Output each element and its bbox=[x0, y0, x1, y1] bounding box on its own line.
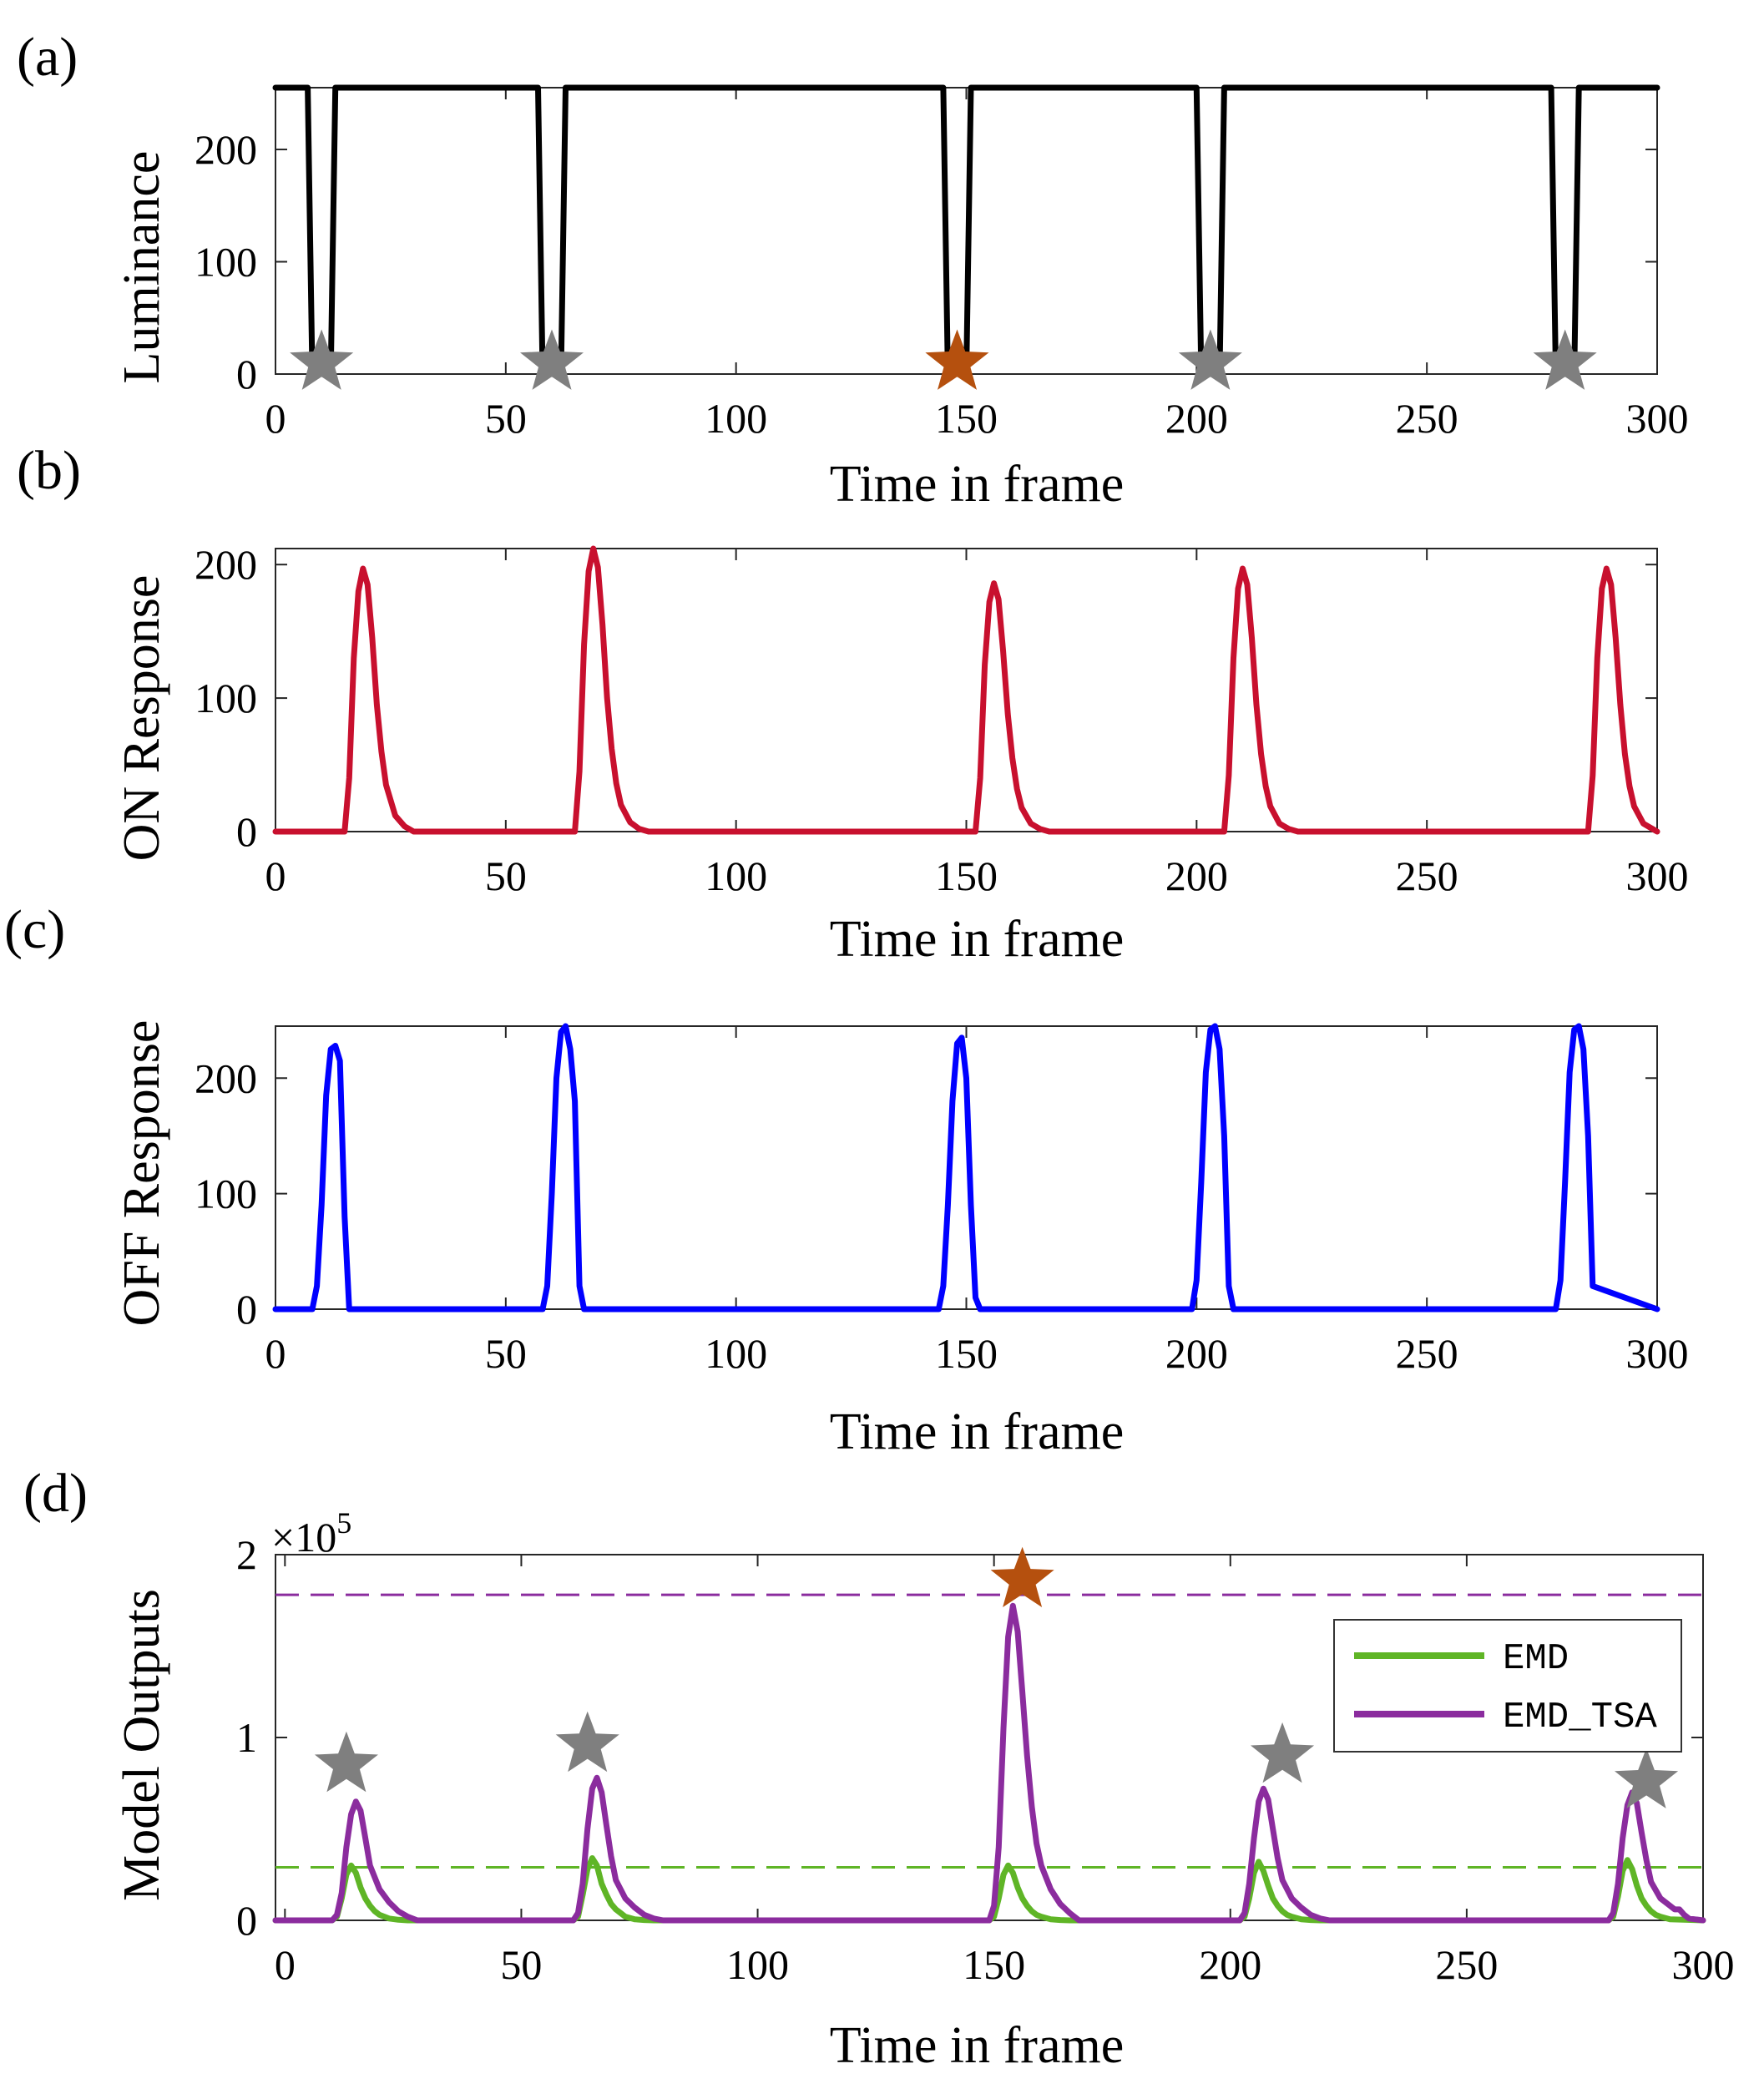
xlabel-d: Time in frame bbox=[830, 2017, 1124, 2074]
legend-emd-label: EMD bbox=[1503, 1638, 1569, 1680]
xlabel-a: Time in frame bbox=[830, 456, 1124, 513]
x-tick-label: 100 bbox=[705, 852, 767, 899]
star-marker-4 bbox=[1533, 329, 1597, 390]
exponent-power: 5 bbox=[336, 1506, 351, 1540]
ylabel-b: ON Response bbox=[114, 575, 170, 862]
y-tick-label: 100 bbox=[195, 675, 257, 721]
series-line-emd-tsa bbox=[272, 1602, 1706, 1924]
star-marker-0 bbox=[314, 1731, 378, 1793]
x-tick-label: 150 bbox=[963, 1941, 1025, 1988]
ylabel-a: Luminance bbox=[114, 151, 170, 384]
x-tick-label: 50 bbox=[485, 1330, 527, 1377]
star-marker-3 bbox=[1251, 1722, 1315, 1783]
x-tick-label: 300 bbox=[1626, 1330, 1689, 1377]
xlabel-c: Time in frame bbox=[830, 1404, 1124, 1460]
x-tick-label: 150 bbox=[935, 1330, 998, 1377]
exponent-label: ×105 bbox=[271, 1506, 351, 1560]
x-tick-label: 150 bbox=[935, 395, 998, 442]
legend-emd-tsa-label: EMD_TSA bbox=[1503, 1697, 1657, 1738]
y-tick-label: 200 bbox=[195, 126, 257, 173]
x-tick-label: 250 bbox=[1396, 395, 1458, 442]
x-tick-label: 300 bbox=[1672, 1941, 1735, 1988]
series-line-on-response bbox=[272, 545, 1660, 835]
legend: EMD EMD_TSA bbox=[1333, 1619, 1682, 1753]
x-tick-label: 200 bbox=[1165, 852, 1228, 899]
x-tick-label: 250 bbox=[1435, 1941, 1498, 1988]
star-marker-4 bbox=[1615, 1748, 1679, 1808]
legend-box bbox=[1333, 1619, 1682, 1753]
panel-a: (a) Luminance Time in frame 0 50 100 150 200… bbox=[17, 27, 1689, 513]
star-marker-0 bbox=[290, 329, 354, 390]
panel-label-d: (d) bbox=[23, 1463, 88, 1524]
y-tick-label: 200 bbox=[195, 541, 257, 588]
y-tick-label: 100 bbox=[195, 238, 257, 285]
y-tick-label: 200 bbox=[195, 1055, 257, 1101]
x-tick-label: 0 bbox=[275, 1941, 296, 1988]
x-tick-label: 200 bbox=[1165, 395, 1228, 442]
x-tick-label: 50 bbox=[500, 1941, 542, 1988]
panel-d: (d) Model Outputs Time in frame ×105 0 50… bbox=[23, 1463, 1735, 2074]
panel-c: (c) OFF Response Time in frame 0 50 100 150… bbox=[4, 899, 1689, 1460]
star-marker-3 bbox=[1178, 329, 1242, 390]
y-tick-label: 0 bbox=[236, 1286, 257, 1333]
x-tick-label: 0 bbox=[265, 852, 286, 899]
y-tick-label: 0 bbox=[236, 351, 257, 397]
panel-b: (b) ON Response Time in frame 0 50 100 150 2… bbox=[17, 440, 1689, 968]
x-tick-label: 300 bbox=[1626, 852, 1689, 899]
x-tick-label: 100 bbox=[705, 395, 767, 442]
x-tick-label: 0 bbox=[265, 1330, 286, 1377]
star-marker-2 bbox=[990, 1546, 1054, 1607]
y-tick-label: 2 bbox=[236, 1531, 257, 1578]
panel-label-b: (b) bbox=[17, 440, 81, 501]
exponent-base: ×10 bbox=[271, 1514, 336, 1560]
plot-area-d: 0 50 100 150 200 250 300 0 1 2 bbox=[236, 1531, 1735, 1988]
x-tick-label: 50 bbox=[485, 395, 527, 442]
x-tick-label: 250 bbox=[1396, 852, 1458, 899]
plot-area-c: 0 50 100 150 200 250 300 0 100 200 bbox=[195, 1023, 1689, 1377]
y-tick-label: 0 bbox=[236, 808, 257, 855]
x-tick-label: 50 bbox=[485, 852, 527, 899]
plot-area-b: 0 50 100 150 200 250 300 0 100 200 bbox=[195, 541, 1689, 899]
star-marker-1 bbox=[520, 329, 584, 390]
panel-label-c: (c) bbox=[4, 899, 65, 960]
x-tick-label: 250 bbox=[1396, 1330, 1458, 1377]
x-tick-label: 150 bbox=[935, 852, 998, 899]
plot-area-a: 0 50 100 150 200 250 300 0 100 200 bbox=[195, 84, 1689, 442]
series-line-off-response bbox=[272, 1023, 1660, 1313]
x-tick-label: 100 bbox=[726, 1941, 789, 1988]
star-marker-1 bbox=[555, 1711, 619, 1773]
x-tick-label: 200 bbox=[1199, 1941, 1261, 1988]
x-tick-label: 0 bbox=[265, 395, 286, 442]
xlabel-b: Time in frame bbox=[830, 911, 1124, 968]
y-tick-label: 100 bbox=[195, 1171, 257, 1217]
ylabel-d: Model Outputs bbox=[114, 1589, 170, 1901]
x-tick-label: 200 bbox=[1165, 1330, 1228, 1377]
y-tick-label: 0 bbox=[236, 1897, 257, 1944]
ylabel-c: OFF Response bbox=[114, 1020, 170, 1327]
x-tick-label: 100 bbox=[705, 1330, 767, 1377]
star-marker-2 bbox=[925, 329, 989, 390]
y-tick-label: 1 bbox=[236, 1714, 257, 1761]
x-tick-label: 300 bbox=[1626, 395, 1689, 442]
panel-label-a: (a) bbox=[17, 27, 78, 88]
